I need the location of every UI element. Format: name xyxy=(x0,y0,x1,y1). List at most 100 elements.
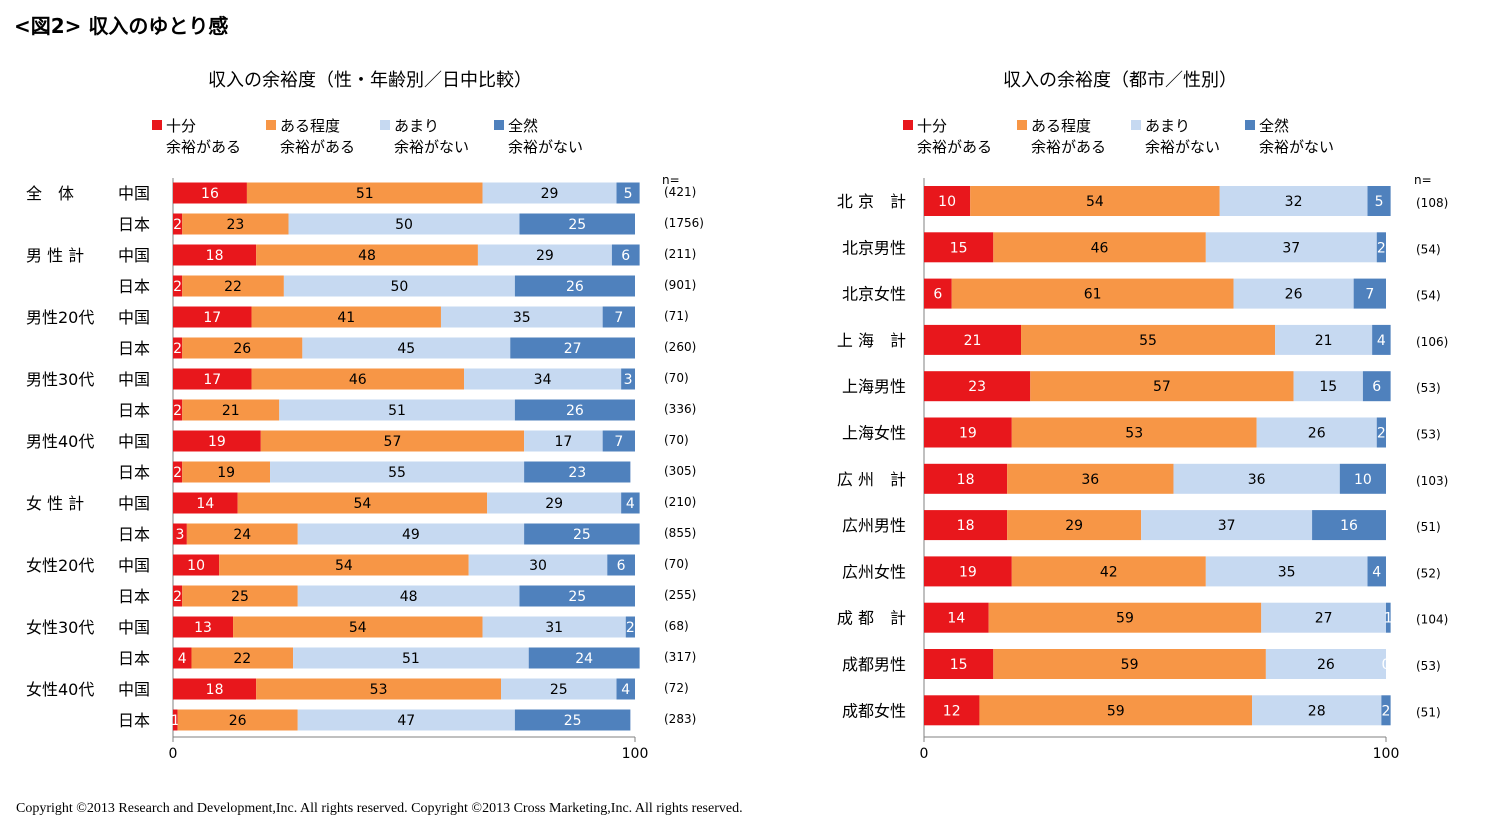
left-data-label: 2 xyxy=(173,403,182,419)
right-n-label: (54) xyxy=(1416,242,1441,256)
right-row-label: 広州男性 xyxy=(842,516,906,535)
right-bar-segment xyxy=(1219,186,1368,216)
legend-label-line1: ある程度 xyxy=(1031,117,1092,135)
left-n-label: (72) xyxy=(664,681,689,695)
right-row-label: 広 州 計 xyxy=(837,470,906,489)
right-data-label: 59 xyxy=(1121,657,1139,673)
left-data-label: 48 xyxy=(400,589,418,605)
right-data-label: 0 xyxy=(1382,657,1391,673)
left-n-label: (421) xyxy=(664,185,696,199)
left-data-label: 22 xyxy=(233,651,251,667)
left-bar-segment xyxy=(297,523,525,545)
right-row-label: 成都男性 xyxy=(842,655,906,674)
right-bar-segment xyxy=(970,186,1220,216)
left-data-label: 55 xyxy=(388,465,406,481)
legend-item-little: あまり 余裕がない xyxy=(1131,116,1220,158)
right-bar-segment xyxy=(1007,510,1142,541)
left-data-label: 1 xyxy=(171,713,180,729)
left-bar-segment xyxy=(256,678,502,700)
left-bar-segment xyxy=(297,709,515,731)
left-data-label: 26 xyxy=(566,403,584,419)
left-bar-segment xyxy=(279,399,515,421)
left-bar-segment xyxy=(173,709,178,731)
left-data-label: 25 xyxy=(568,589,586,605)
legend-item-somewhat: ある程度 余裕がある xyxy=(1017,116,1106,158)
right-bar-segment xyxy=(993,232,1206,263)
left-bar-segment xyxy=(251,368,465,390)
left-data-label: 4 xyxy=(626,496,635,512)
left-data-label: 7 xyxy=(614,434,623,450)
right-data-label: 6 xyxy=(933,287,942,303)
right-bar-segment xyxy=(1030,371,1294,402)
right-data-label: 6 xyxy=(1372,379,1381,395)
left-bar-segment xyxy=(191,647,294,669)
right-n-label: (54) xyxy=(1416,289,1441,303)
left-bar-segment xyxy=(182,399,280,421)
left-country-label: 中国 xyxy=(118,618,150,637)
right-row-label: 広州女性 xyxy=(842,562,906,581)
left-bar-segment xyxy=(621,492,640,514)
left-bar-segment xyxy=(173,554,220,576)
left-n-label: (70) xyxy=(664,557,689,571)
left-bar-segment xyxy=(173,213,183,235)
left-data-label: 25 xyxy=(231,589,249,605)
left-bar-segment xyxy=(237,492,488,514)
legend-item-plenty: 十分 余裕がある xyxy=(152,116,241,158)
left-bar-segment xyxy=(621,368,635,390)
left-bar-segment xyxy=(182,275,284,297)
left-bar-segment xyxy=(487,492,622,514)
right-bar-segment xyxy=(1252,695,1382,726)
left-data-label: 21 xyxy=(222,403,240,419)
left-data-label: 29 xyxy=(545,496,563,512)
right-data-label: 23 xyxy=(968,379,986,395)
right-bar-segment xyxy=(951,278,1234,309)
left-data-label: 51 xyxy=(356,186,374,202)
right-data-label: 59 xyxy=(1107,703,1125,719)
right-bar-segment xyxy=(1293,371,1363,402)
right-bar-segment xyxy=(924,556,1012,587)
left-bar-segment xyxy=(256,244,478,266)
right-bar-segment xyxy=(924,371,1031,402)
left-n-label: (211) xyxy=(664,247,696,261)
left-bar-segment xyxy=(173,275,183,297)
right-data-label: 26 xyxy=(1285,287,1303,303)
legend-swatch xyxy=(494,120,504,130)
left-n-label: (283) xyxy=(664,712,696,726)
right-bar-segment xyxy=(1205,232,1377,263)
right-data-label: 2 xyxy=(1382,703,1391,719)
left-data-label: 3 xyxy=(624,372,633,388)
left-data-label: 45 xyxy=(397,341,415,357)
left-data-label: 4 xyxy=(621,682,630,698)
left-bar-segment xyxy=(519,213,635,235)
left-chart-title: 収入の余裕度（性・年齢別／日中比較） xyxy=(208,70,532,91)
left-bar-segment xyxy=(260,430,525,452)
right-bar-segment xyxy=(1312,510,1386,541)
left-n-label: (71) xyxy=(664,309,689,323)
left-bar-segment xyxy=(186,523,298,545)
legend-label-line2: 余裕がある xyxy=(280,138,356,156)
legend-swatch xyxy=(1131,120,1141,130)
legend-label-line2: 余裕がない xyxy=(394,138,470,156)
right-bar-segment xyxy=(1372,324,1391,355)
legend-swatch xyxy=(1245,120,1255,130)
legend-label-line1: あまり xyxy=(394,117,440,135)
left-data-label: 5 xyxy=(624,186,633,202)
right-n-label: (106) xyxy=(1416,335,1448,349)
legend-label-line1: 全然 xyxy=(508,117,539,135)
right-data-label: 27 xyxy=(1315,611,1333,627)
legend-label-line2: 余裕がない xyxy=(1259,138,1335,156)
right-row-label: 成都女性 xyxy=(842,701,906,720)
left-data-label: 26 xyxy=(566,279,584,295)
right-bar-segment xyxy=(924,695,980,726)
left-group-label: 男性30代 xyxy=(26,370,94,389)
right-data-label: 55 xyxy=(1139,333,1157,349)
left-data-label: 17 xyxy=(203,310,221,326)
left-bar-segment xyxy=(173,430,261,452)
right-bar-segment xyxy=(1011,417,1257,448)
left-bar-segment xyxy=(302,337,511,359)
legend-item-none: 全然 余裕がない xyxy=(494,116,583,158)
left-data-label: 25 xyxy=(550,682,568,698)
left-data-label: 35 xyxy=(513,310,531,326)
left-data-label: 3 xyxy=(175,527,184,543)
left-data-label: 51 xyxy=(402,651,420,667)
